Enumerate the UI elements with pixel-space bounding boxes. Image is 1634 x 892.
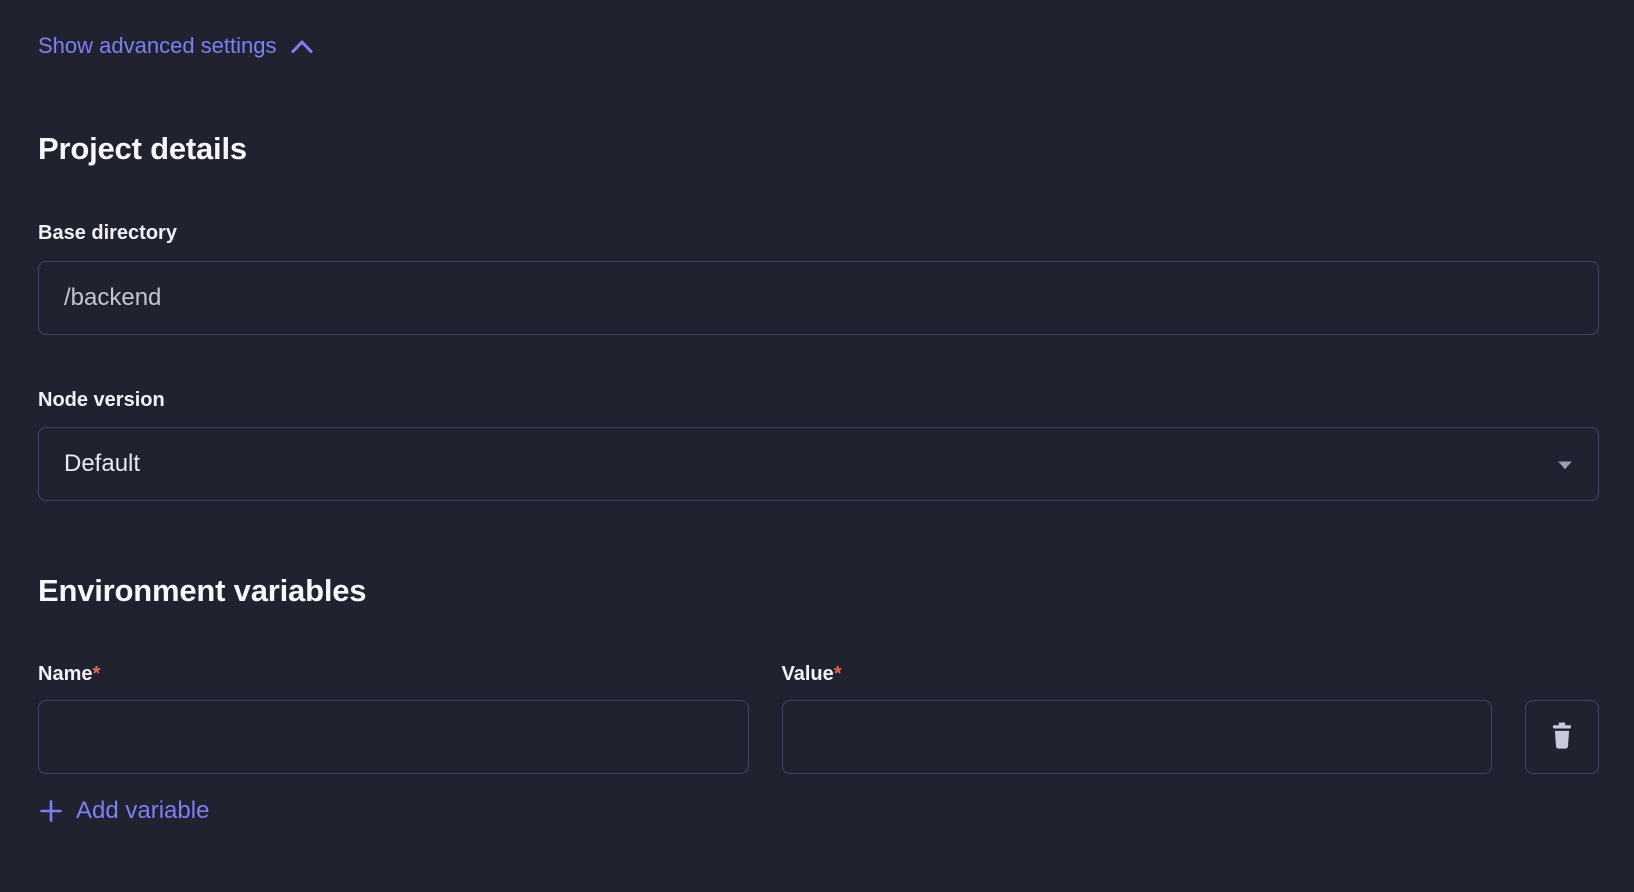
base-directory-input[interactable] <box>38 261 1599 335</box>
node-version-select[interactable]: Default <box>38 427 1599 501</box>
env-value-column: Value* <box>781 662 1493 774</box>
environment-variables-title: Environment variables <box>38 573 367 608</box>
show-advanced-settings-toggle[interactable]: Show advanced settings <box>38 33 314 59</box>
add-variable-button[interactable]: Add variable <box>38 797 209 825</box>
env-name-input[interactable] <box>38 700 749 774</box>
required-asterisk: * <box>92 663 101 685</box>
show-advanced-settings-label: Show advanced settings <box>38 33 277 58</box>
env-name-label: Name* <box>38 662 749 686</box>
base-directory-label: Base directory <box>38 222 177 244</box>
add-variable-label: Add variable <box>76 797 210 824</box>
chevron-down-icon <box>1556 450 1574 478</box>
chevron-up-icon <box>290 39 314 54</box>
env-name-column: Name* <box>38 662 749 774</box>
environment-variable-row: Name* Value* <box>38 662 1599 774</box>
plus-icon <box>38 798 64 824</box>
project-details-title: Project details <box>38 131 247 166</box>
node-version-selected-value: Default <box>64 450 141 477</box>
env-value-label: Value* <box>782 662 1493 686</box>
env-value-label-text: Value <box>781 663 834 685</box>
advanced-settings-panel: Show advanced settings Project details B… <box>38 33 1599 825</box>
env-value-input[interactable] <box>781 700 1492 774</box>
node-version-label: Node version <box>38 389 165 411</box>
delete-variable-button[interactable] <box>1525 700 1599 774</box>
env-name-label-text: Name <box>38 663 93 685</box>
required-asterisk: * <box>833 663 842 685</box>
trash-icon <box>1549 722 1575 753</box>
